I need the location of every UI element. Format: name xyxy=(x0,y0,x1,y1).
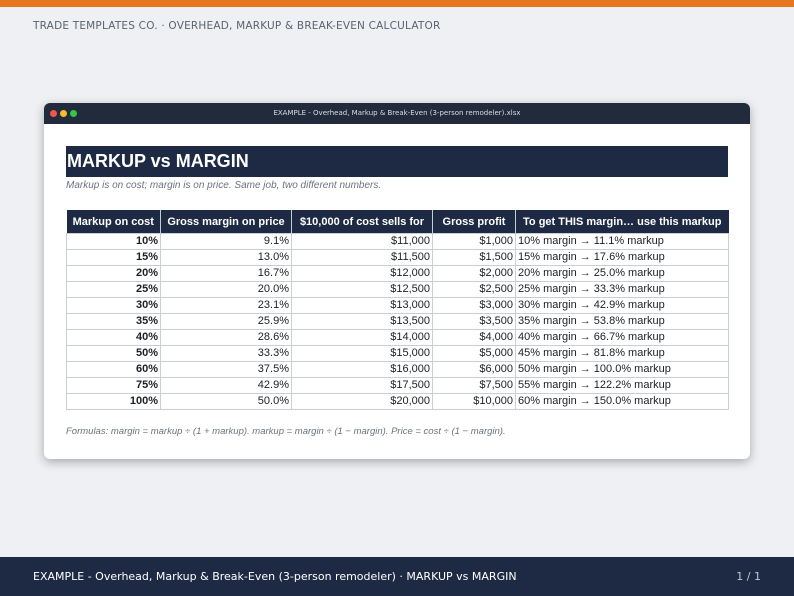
table-row: 10% 9.1% $11,000 $1,000 10% margin → 11.1% m… xyxy=(66,233,729,250)
maximize-dot-icon[interactable] xyxy=(70,110,77,117)
table-row: 50% 33.3% $15,000 $5,000 45% margin → 81.8% … xyxy=(66,345,729,362)
cell-gross-profit[interactable]: $10,000 xyxy=(432,393,516,410)
formulas-note: Formulas: margin = markup ÷ (1 + markup)… xyxy=(66,426,506,437)
column-header-markup[interactable]: Markup on cost xyxy=(66,210,161,234)
brand-name: TRADE TEMPLATES CO. xyxy=(33,20,158,32)
cell-markup[interactable]: 10% xyxy=(66,233,161,250)
product-name: OVERHEAD, MARKUP & BREAK-EVEN CALCULATOR xyxy=(168,20,441,32)
cell-sells-for[interactable]: $11,500 xyxy=(291,249,433,266)
cell-gross-profit[interactable]: $1,000 xyxy=(432,233,516,250)
markup-margin-table: Markup on cost Gross margin on price $10… xyxy=(66,210,729,410)
cell-sells-for[interactable]: $20,000 xyxy=(291,393,433,410)
cell-target-markup[interactable]: 60% margin → 150.0% markup xyxy=(515,393,729,410)
cell-margin[interactable]: 9.1% xyxy=(160,233,292,250)
window-titlebar: EXAMPLE - Overhead, Markup & Break-Even … xyxy=(44,103,750,124)
cell-markup[interactable]: 60% xyxy=(66,361,161,378)
cell-margin[interactable]: 16.7% xyxy=(160,265,292,282)
cell-margin[interactable]: 28.6% xyxy=(160,329,292,346)
cell-target-markup[interactable]: 40% margin → 66.7% markup xyxy=(515,329,729,346)
table-header-row: Markup on cost Gross margin on price $10… xyxy=(66,210,729,234)
cell-margin[interactable]: 50.0% xyxy=(160,393,292,410)
cell-margin[interactable]: 20.0% xyxy=(160,281,292,298)
cell-gross-profit[interactable]: $5,000 xyxy=(432,345,516,362)
minimize-dot-icon[interactable] xyxy=(60,110,67,117)
cell-gross-profit[interactable]: $3,500 xyxy=(432,313,516,330)
cell-gross-profit[interactable]: $2,500 xyxy=(432,281,516,298)
window-title: EXAMPLE - Overhead, Markup & Break-Even … xyxy=(273,109,521,117)
table-row: 100% 50.0% $20,000 $10,000 60% margin → 150.… xyxy=(66,393,729,410)
table-row: 35% 25.9% $13,500 $3,500 35% margin → 53.8% … xyxy=(66,313,729,330)
cell-markup[interactable]: 35% xyxy=(66,313,161,330)
column-header-gross-profit[interactable]: Gross profit xyxy=(432,210,516,234)
cell-sells-for[interactable]: $16,000 xyxy=(291,361,433,378)
cell-sells-for[interactable]: $14,000 xyxy=(291,329,433,346)
table-row: 25% 20.0% $12,500 $2,500 25% margin → 33.3% … xyxy=(66,281,729,298)
table-row: 30% 23.1% $13,000 $3,000 30% margin → 42.9% … xyxy=(66,297,729,314)
cell-margin[interactable]: 23.1% xyxy=(160,297,292,314)
cell-target-markup[interactable]: 35% margin → 53.8% markup xyxy=(515,313,729,330)
cell-markup[interactable]: 30% xyxy=(66,297,161,314)
cell-sells-for[interactable]: $17,500 xyxy=(291,377,433,394)
cell-gross-profit[interactable]: $6,000 xyxy=(432,361,516,378)
table-row: 60% 37.5% $16,000 $6,000 50% margin → 100.0%… xyxy=(66,361,729,378)
cell-gross-profit[interactable]: $2,000 xyxy=(432,265,516,282)
cell-target-markup[interactable]: 15% margin → 17.6% markup xyxy=(515,249,729,266)
cell-margin[interactable]: 33.3% xyxy=(160,345,292,362)
cell-markup[interactable]: 25% xyxy=(66,281,161,298)
table-row: 15% 13.0% $11,500 $1,500 15% margin → 17.6% … xyxy=(66,249,729,266)
brand-separator: · xyxy=(161,20,165,32)
cell-markup[interactable]: 50% xyxy=(66,345,161,362)
spreadsheet-window: EXAMPLE - Overhead, Markup & Break-Even … xyxy=(44,103,750,459)
footer-bar: EXAMPLE - Overhead, Markup & Break-Even … xyxy=(0,557,794,596)
cell-sells-for[interactable]: $15,000 xyxy=(291,345,433,362)
sheet-title: MARKUP vs MARGIN xyxy=(66,146,728,177)
table-row: 20% 16.7% $12,000 $2,000 20% margin → 25.0% … xyxy=(66,265,729,282)
brand-header: TRADE TEMPLATES CO. · OVERHEAD, MARKUP &… xyxy=(33,20,440,32)
cell-markup[interactable]: 100% xyxy=(66,393,161,410)
cell-gross-profit[interactable]: $4,000 xyxy=(432,329,516,346)
cell-margin[interactable]: 13.0% xyxy=(160,249,292,266)
close-dot-icon[interactable] xyxy=(50,110,57,117)
cell-markup[interactable]: 15% xyxy=(66,249,161,266)
cell-margin[interactable]: 37.5% xyxy=(160,361,292,378)
cell-margin[interactable]: 42.9% xyxy=(160,377,292,394)
cell-gross-profit[interactable]: $7,500 xyxy=(432,377,516,394)
column-header-sells-for[interactable]: $10,000 of cost sells for xyxy=(291,210,433,234)
cell-sells-for[interactable]: $13,500 xyxy=(291,313,433,330)
cell-target-markup[interactable]: 10% margin → 11.1% markup xyxy=(515,233,729,250)
cell-target-markup[interactable]: 30% margin → 42.9% markup xyxy=(515,297,729,314)
cell-sells-for[interactable]: $12,500 xyxy=(291,281,433,298)
footer-title: EXAMPLE - Overhead, Markup & Break-Even … xyxy=(33,570,517,583)
table-row: 75% 42.9% $17,500 $7,500 55% margin → 122.2%… xyxy=(66,377,729,394)
column-header-margin[interactable]: Gross margin on price xyxy=(160,210,292,234)
cell-sells-for[interactable]: $11,000 xyxy=(291,233,433,250)
page-number: 1 / 1 xyxy=(736,570,761,583)
cell-gross-profit[interactable]: $3,000 xyxy=(432,297,516,314)
cell-markup[interactable]: 75% xyxy=(66,377,161,394)
cell-target-markup[interactable]: 50% margin → 100.0% markup xyxy=(515,361,729,378)
cell-markup[interactable]: 20% xyxy=(66,265,161,282)
accent-bar xyxy=(0,0,794,7)
cell-target-markup[interactable]: 25% margin → 33.3% markup xyxy=(515,281,729,298)
column-header-target-markup[interactable]: To get THIS margin… use this markup xyxy=(515,210,729,234)
cell-target-markup[interactable]: 55% margin → 122.2% markup xyxy=(515,377,729,394)
cell-gross-profit[interactable]: $1,500 xyxy=(432,249,516,266)
table-row: 40% 28.6% $14,000 $4,000 40% margin → 66.7% … xyxy=(66,329,729,346)
cell-margin[interactable]: 25.9% xyxy=(160,313,292,330)
sheet-subtitle: Markup is on cost; margin is on price. S… xyxy=(66,180,382,191)
cell-sells-for[interactable]: $12,000 xyxy=(291,265,433,282)
sheet-title-text: MARKUP vs MARGIN xyxy=(67,151,249,171)
cell-sells-for[interactable]: $13,000 xyxy=(291,297,433,314)
cell-target-markup[interactable]: 45% margin → 81.8% markup xyxy=(515,345,729,362)
cell-markup[interactable]: 40% xyxy=(66,329,161,346)
cell-target-markup[interactable]: 20% margin → 25.0% markup xyxy=(515,265,729,282)
